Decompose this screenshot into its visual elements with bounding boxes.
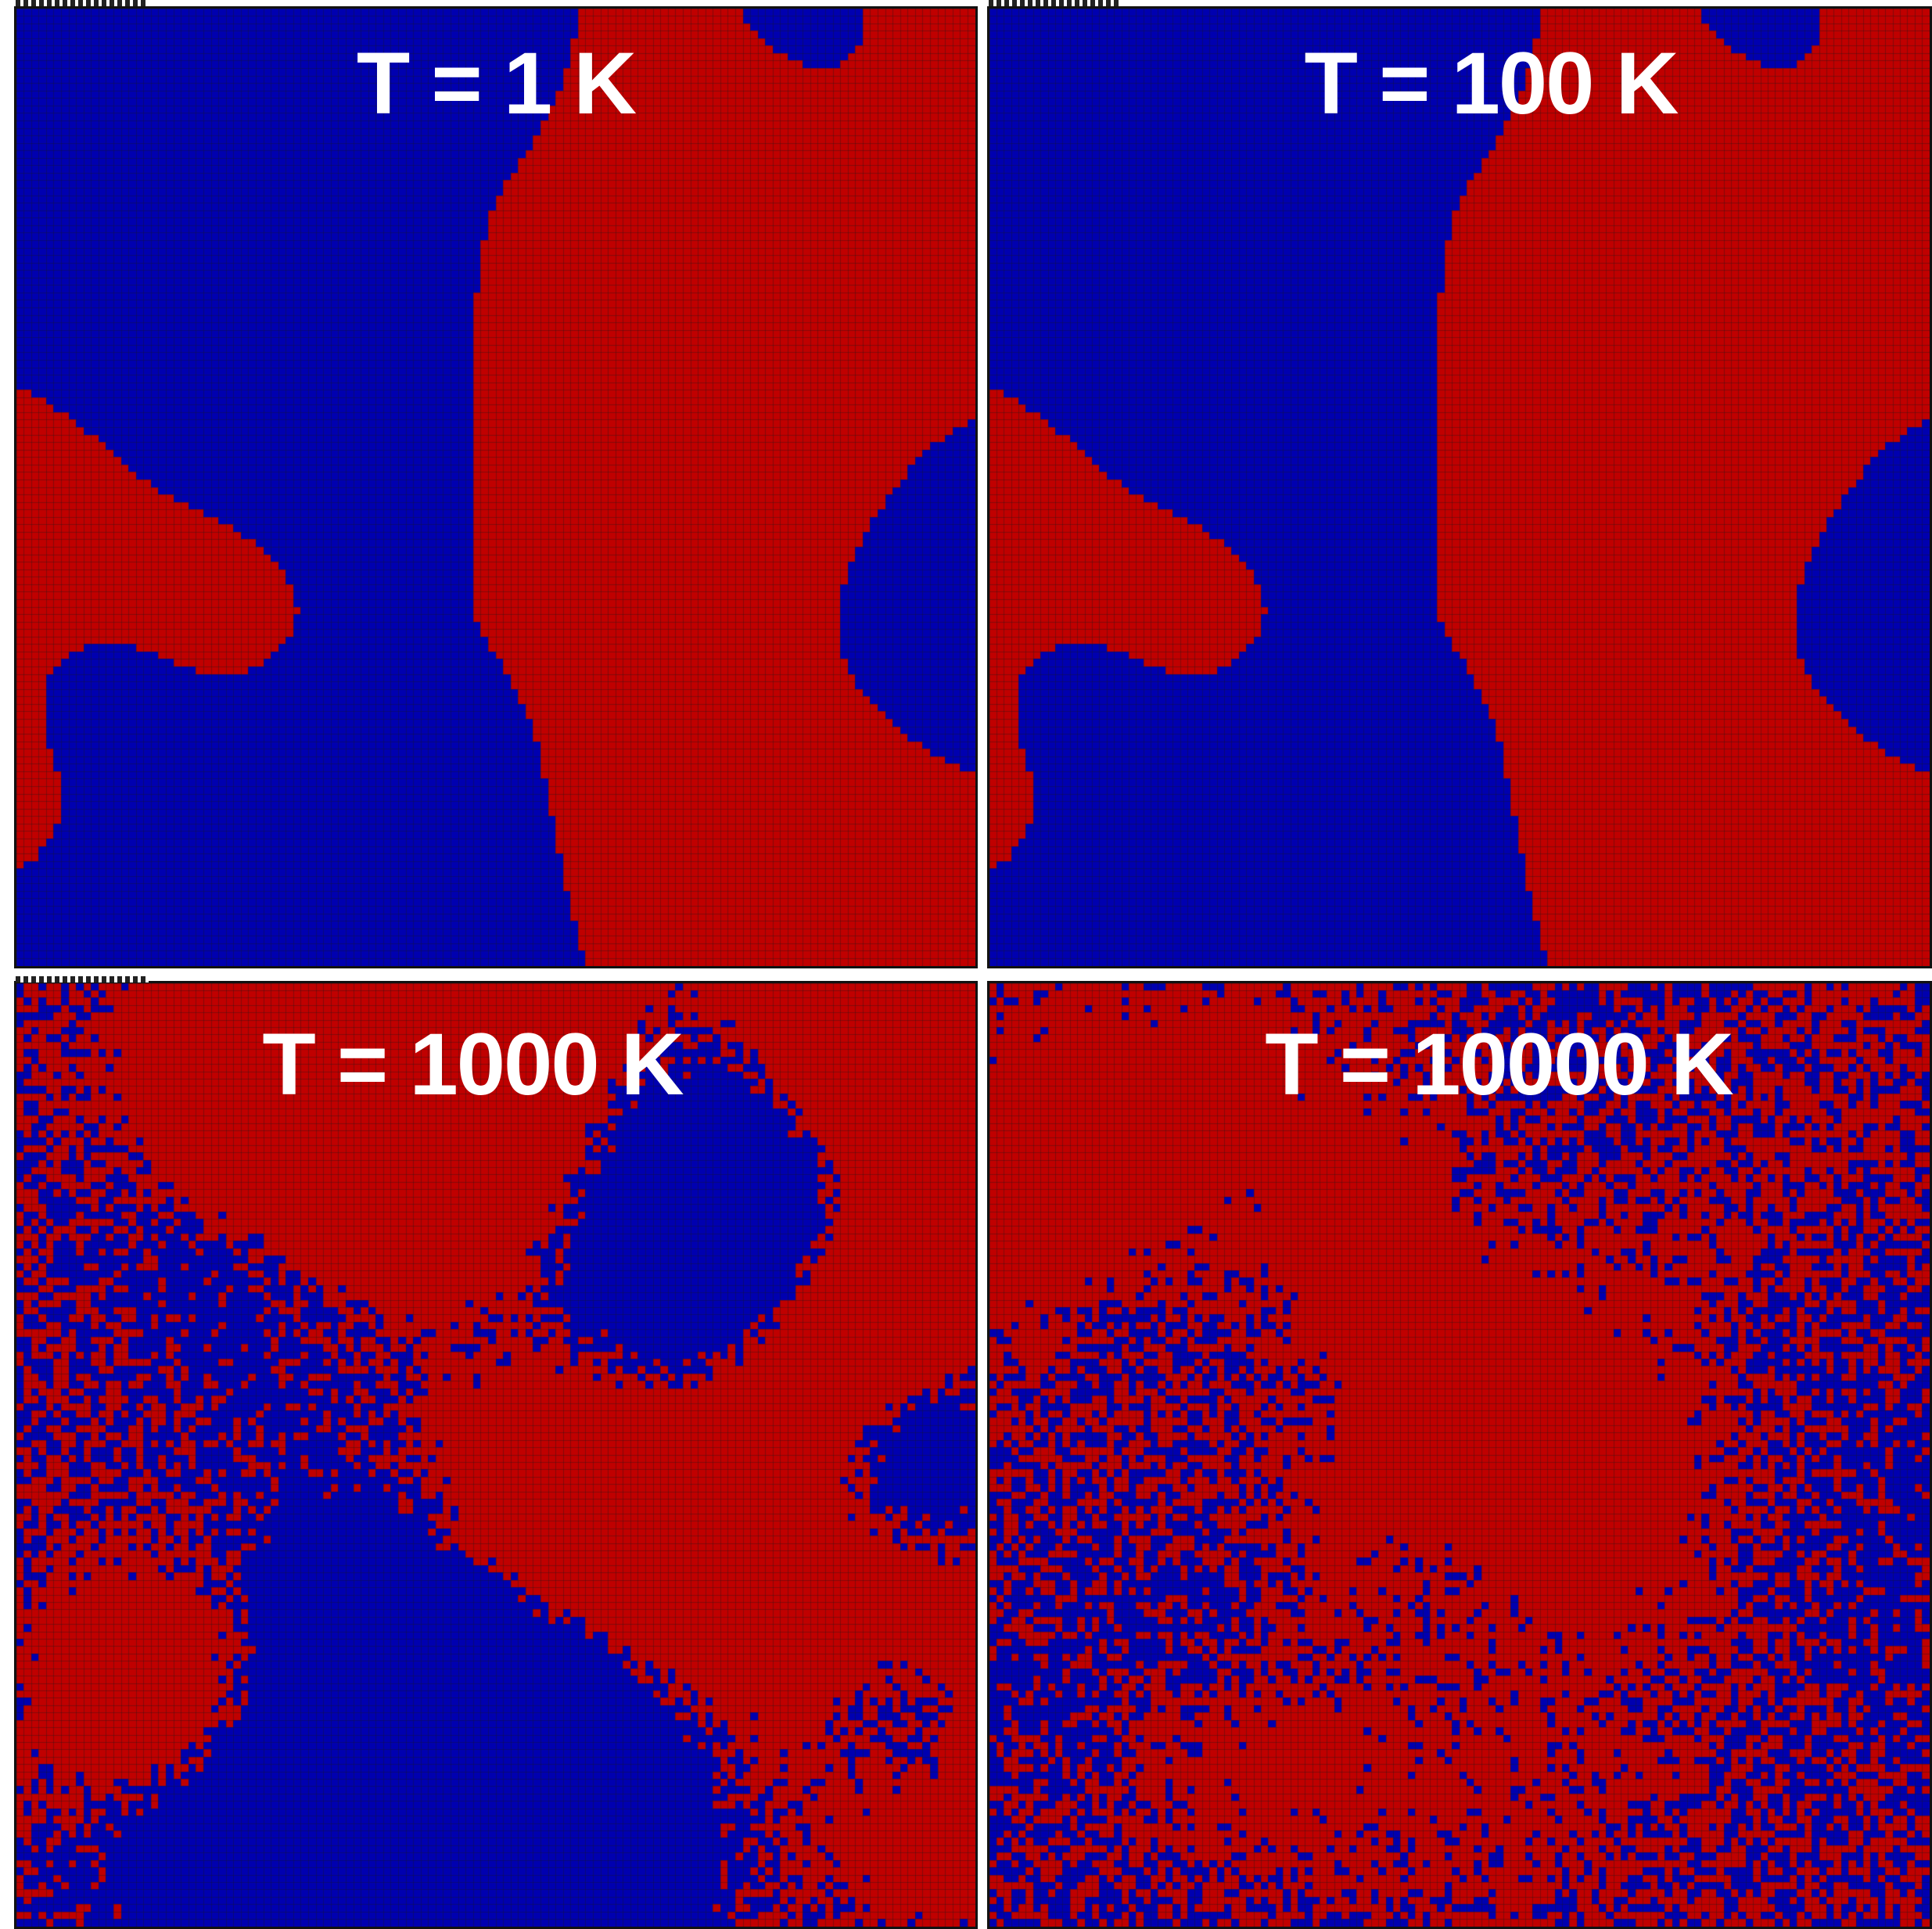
- lattice-canvas-t1000: [16, 983, 975, 1927]
- temperature-label-t1: T = 1 K: [356, 34, 637, 132]
- lattice-canvas-t10000: [989, 983, 1930, 1927]
- temperature-label-t10000: T = 10000 K: [1265, 1015, 1734, 1113]
- lattice-canvas-t100: [989, 9, 1930, 966]
- lattice-panel-t1000: T = 1000 K: [14, 981, 978, 1929]
- axis-tick-marks: [989, 0, 1122, 6]
- lattice-panel-t100: T = 100 K: [987, 6, 1932, 968]
- axis-tick-marks: [16, 976, 149, 982]
- lattice-canvas-t1: [16, 9, 975, 966]
- lattice-panel-t1: T = 1 K: [14, 6, 978, 968]
- temperature-label-t1000: T = 1000 K: [262, 1015, 684, 1113]
- lattice-panel-t10000: T = 10000 K: [987, 981, 1932, 1929]
- axis-tick-marks: [16, 0, 149, 6]
- temperature-label-t100: T = 100 K: [1304, 34, 1679, 132]
